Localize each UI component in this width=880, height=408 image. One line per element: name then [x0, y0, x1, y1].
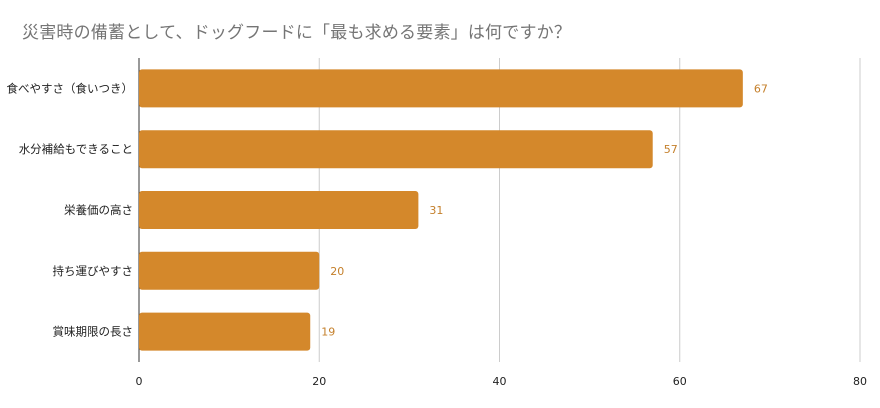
x-tick-label-0: 0	[136, 375, 143, 388]
category-label-2: 栄養価の高さ	[64, 203, 133, 217]
bar-4	[139, 312, 311, 351]
x-tick-label-60: 60	[673, 375, 687, 388]
value-label-0: 67	[754, 82, 768, 95]
value-label-3: 20	[330, 265, 344, 278]
category-label-3: 持ち運びやすさ	[53, 264, 134, 278]
x-axis-ticks: 0 20 40 60 80	[136, 375, 868, 388]
bars	[139, 69, 743, 351]
category-label-1: 水分補給もできること	[19, 142, 133, 156]
value-label-1: 57	[664, 143, 678, 156]
x-tick-label-80: 80	[853, 375, 867, 388]
x-tick-label-20: 20	[312, 375, 326, 388]
bar-3	[139, 251, 320, 290]
bar-2	[139, 191, 419, 229]
x-tick-label-40: 40	[493, 375, 507, 388]
labels: 食べやすさ（食いつき） 67 水分補給もできること 57 栄養価の高さ 31 持ち運びやすさ…	[7, 81, 768, 338]
chart-title: 災害時の備蓄として、ドッグフードに「最も求める要素」は何ですか？	[22, 23, 572, 43]
category-label-0: 食べやすさ（食いつき）	[7, 81, 134, 95]
bar-1	[139, 130, 653, 169]
value-label-4: 19	[321, 326, 335, 339]
value-label-2: 31	[429, 204, 443, 217]
bar-0	[139, 69, 743, 108]
category-label-4: 賞味期限の長さ	[53, 325, 134, 339]
